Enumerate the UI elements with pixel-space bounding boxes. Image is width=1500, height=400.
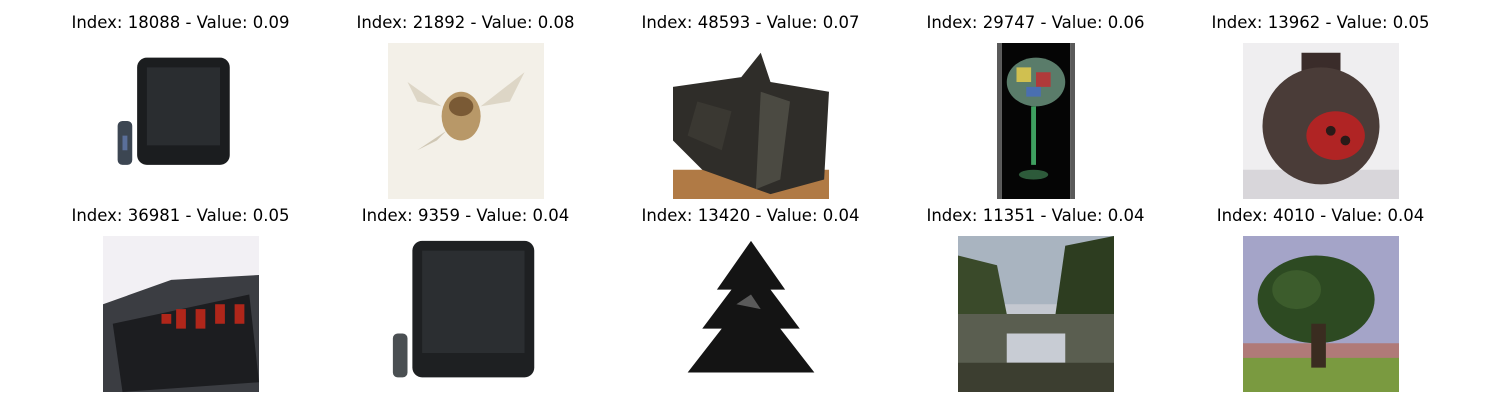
panel-image-oak bbox=[1243, 236, 1399, 392]
rock-object-image bbox=[673, 43, 829, 199]
lake-forest-image bbox=[958, 236, 1114, 392]
panel-caption: Index: 36981 - Value: 0.05 bbox=[71, 206, 290, 225]
bee-image bbox=[388, 43, 544, 199]
television-remote-image bbox=[103, 43, 259, 199]
panel-5: Index: 13962 - Value: 0.05 bbox=[1178, 8, 1463, 199]
panel-1: Index: 18088 - Value: 0.09 bbox=[38, 8, 323, 199]
panel-caption: Index: 48593 - Value: 0.07 bbox=[641, 13, 860, 32]
panel-caption: Index: 13420 - Value: 0.04 bbox=[641, 206, 860, 225]
panel-image-lake bbox=[958, 236, 1114, 392]
panel-8: Index: 13420 - Value: 0.04 bbox=[608, 201, 893, 392]
panel-image-tv bbox=[388, 236, 544, 392]
alarm-clock-image bbox=[103, 236, 259, 392]
panel-6: Index: 36981 - Value: 0.05 bbox=[38, 201, 323, 392]
panel-2: Index: 21892 - Value: 0.08 bbox=[323, 8, 608, 199]
panel-image-clock bbox=[103, 236, 259, 392]
panel-caption: Index: 4010 - Value: 0.04 bbox=[1216, 206, 1425, 225]
panel-image-rock bbox=[673, 43, 829, 199]
panel-10: Index: 4010 - Value: 0.04 bbox=[1178, 201, 1463, 392]
television-image bbox=[388, 236, 544, 392]
panel-caption: Index: 21892 - Value: 0.08 bbox=[356, 13, 575, 32]
panel-image-ladybug bbox=[1243, 43, 1399, 199]
ladybug-jar-image bbox=[1243, 43, 1399, 199]
pine-tree-image bbox=[673, 236, 829, 392]
panel-caption: Index: 9359 - Value: 0.04 bbox=[361, 206, 570, 225]
panel-caption: Index: 13962 - Value: 0.05 bbox=[1211, 13, 1430, 32]
panel-caption: Index: 18088 - Value: 0.09 bbox=[71, 13, 290, 32]
panel-caption: Index: 11351 - Value: 0.04 bbox=[926, 206, 1145, 225]
panel-4: Index: 29747 - Value: 0.06 bbox=[893, 8, 1178, 199]
glass-decor-image bbox=[958, 43, 1114, 199]
panel-3: Index: 48593 - Value: 0.07 bbox=[608, 8, 893, 199]
panel-image-glass bbox=[958, 43, 1114, 199]
panel-image-television bbox=[103, 43, 259, 199]
panel-caption: Index: 29747 - Value: 0.06 bbox=[926, 13, 1145, 32]
panel-image-pine bbox=[673, 236, 829, 392]
panel-image-bee bbox=[388, 43, 544, 199]
oak-tree-image bbox=[1243, 236, 1399, 392]
panel-7: Index: 9359 - Value: 0.04 bbox=[323, 201, 608, 392]
panel-9: Index: 11351 - Value: 0.04 bbox=[893, 201, 1178, 392]
